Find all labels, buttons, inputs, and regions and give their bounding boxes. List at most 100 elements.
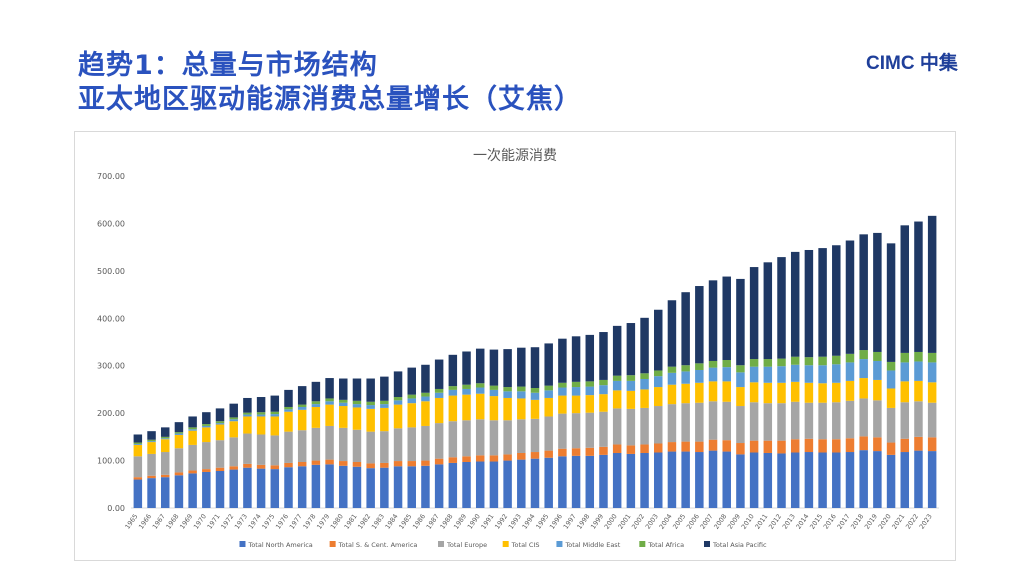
bar-segment-1981-0 — [352, 466, 362, 508]
bar-segment-2002-6 — [640, 317, 649, 374]
bar-segment-1984-1 — [393, 461, 403, 467]
bar-segment-2005-2 — [681, 403, 690, 442]
legend: Total North America Total S. & Cent. Amer… — [239, 541, 767, 549]
bar-segment-2007-4 — [708, 367, 718, 382]
bar-segment-1966-1 — [147, 475, 156, 479]
x-tick-label: 2011 — [753, 513, 769, 531]
bar-segment-1997-4 — [571, 387, 581, 396]
x-tick-label: 1993 — [507, 513, 523, 531]
x-tick-label: 2007 — [699, 513, 715, 531]
bar-segment-2002-2 — [640, 407, 649, 445]
bar-segment-1982-3 — [366, 408, 375, 432]
bar-segment-1990-0 — [475, 461, 485, 508]
bar-segment-1971-6 — [215, 408, 225, 422]
bar-segment-1979-0 — [325, 464, 334, 508]
bar-segment-2017-2 — [845, 400, 855, 439]
x-tick-label: 2023 — [918, 513, 934, 531]
bar-segment-1996-6 — [558, 338, 567, 383]
bar-segment-1980-3 — [339, 406, 348, 428]
bar-segment-2013-6 — [790, 251, 800, 357]
bar-segment-1997-6 — [571, 336, 581, 382]
bar-segment-1997-5 — [571, 381, 581, 388]
bar-segment-1984-5 — [393, 397, 403, 401]
x-tick-label: 2020 — [877, 513, 893, 531]
bar-segment-2017-4 — [845, 362, 855, 381]
bar-segment-2012-0 — [777, 453, 786, 508]
bar-segment-2019-0 — [873, 451, 882, 508]
bar-segment-1983-0 — [380, 467, 389, 508]
bar-segment-2010-2 — [749, 402, 759, 441]
bar-segment-1994-1 — [530, 452, 540, 459]
bar-segment-2015-1 — [818, 439, 827, 453]
bar-segment-2007-0 — [708, 450, 718, 508]
bar-segment-1999-0 — [599, 454, 608, 508]
bar-segment-1971-0 — [215, 471, 225, 508]
bar-segment-2014-1 — [804, 438, 814, 453]
bar-segment-1986-3 — [421, 401, 430, 426]
x-tick-label: 2019 — [863, 513, 879, 531]
bar-segment-1993-2 — [517, 419, 526, 453]
bar-segment-2010-1 — [749, 440, 759, 453]
legend-swatch — [556, 541, 563, 547]
bar-segment-1968-1 — [174, 472, 184, 476]
bar-segment-1995-1 — [544, 450, 553, 458]
bar-segment-1976-1 — [284, 462, 293, 468]
bar-segment-2017-3 — [845, 380, 855, 401]
bar-segment-1973-2 — [243, 433, 252, 464]
y-tick-label: 400.00 — [97, 314, 125, 323]
bar-segment-1968-6 — [174, 422, 184, 433]
bar-segment-2011-5 — [763, 359, 773, 367]
bar-segment-1966-2 — [147, 453, 156, 476]
bar-segment-2018-6 — [859, 234, 868, 351]
bar-segment-1989-2 — [462, 420, 471, 457]
x-tick-label: 2015 — [808, 513, 824, 531]
bar-segment-2022-3 — [914, 380, 923, 402]
bar-segment-1989-6 — [462, 351, 471, 385]
bar-segment-2016-4 — [832, 364, 841, 383]
bar-segment-1967-6 — [160, 427, 170, 437]
bar-segment-2019-2 — [873, 400, 882, 438]
bar-segment-2012-2 — [777, 403, 786, 441]
legend-swatch — [639, 541, 646, 547]
bar-segment-2008-0 — [722, 451, 731, 508]
x-tick-label: 2010 — [740, 513, 756, 531]
bar-segment-1977-5 — [297, 404, 307, 407]
x-tick-label: 1983 — [370, 513, 386, 531]
bar-segment-1965-5 — [133, 442, 143, 444]
bar-segment-2011-2 — [763, 403, 773, 441]
bar-segment-1998-4 — [585, 386, 595, 396]
bar-segment-1966-6 — [147, 431, 156, 440]
bar-segment-1979-1 — [325, 459, 334, 465]
bar-segment-1995-3 — [544, 397, 553, 417]
bar-segment-2015-0 — [818, 452, 827, 508]
bar-segment-2013-4 — [790, 364, 800, 382]
bar-segment-2022-5 — [914, 351, 923, 362]
bar-segment-2019-4 — [873, 360, 882, 380]
bar-segment-1989-0 — [462, 461, 471, 508]
bar-segment-1965-4 — [133, 443, 143, 445]
x-tick-label: 1990 — [466, 513, 482, 531]
bar-segment-1990-3 — [475, 393, 485, 420]
bar-segment-2006-1 — [695, 441, 704, 453]
x-tick-label: 1988 — [438, 513, 454, 531]
bar-segment-1994-6 — [530, 347, 540, 389]
bar-segment-1990-4 — [475, 387, 485, 394]
bar-segment-1982-1 — [366, 463, 375, 469]
bar-segment-2016-0 — [832, 452, 841, 508]
x-axis: 1965196619671968196919701971197219731974… — [123, 513, 933, 531]
bar-segment-2016-2 — [832, 402, 841, 440]
bar-segment-2006-2 — [695, 402, 704, 442]
x-tick-label: 1985 — [397, 513, 413, 531]
bar-segment-2003-3 — [654, 387, 663, 407]
bar-segment-1994-2 — [530, 418, 540, 453]
x-tick-label: 2012 — [767, 513, 783, 531]
bar-segment-1976-5 — [284, 406, 293, 410]
bar-segment-1991-2 — [489, 420, 499, 456]
bar-segment-2017-5 — [845, 353, 855, 363]
bar-segment-1980-0 — [339, 465, 348, 508]
bar-segment-2018-1 — [859, 436, 868, 451]
bar-segment-2019-3 — [873, 379, 882, 401]
bar-segment-2000-6 — [612, 325, 622, 376]
x-tick-label: 1968 — [165, 513, 181, 531]
bar-segment-1974-0 — [256, 468, 266, 508]
